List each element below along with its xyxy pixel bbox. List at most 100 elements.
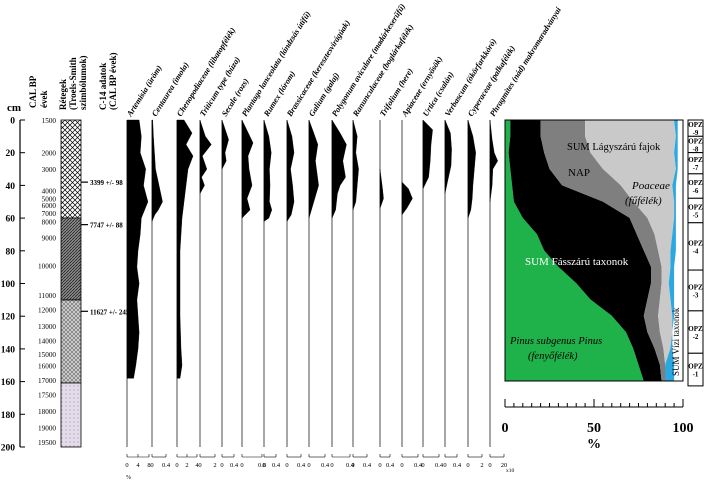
taxon-scale-label: 0 — [198, 462, 201, 469]
age-tick-label: 11000 — [38, 292, 56, 300]
zone-label: OPZ — [688, 179, 703, 187]
taxon-scale-note: x10 — [506, 468, 515, 474]
taxon-curve — [489, 119, 498, 202]
depth-tick-label: 80 — [6, 247, 16, 257]
zone-box: OPZ-6 — [687, 173, 704, 199]
taxon-scale-label: 0 — [240, 462, 243, 469]
taxon-scale-label: 0.4 — [414, 462, 423, 469]
taxon-column: Ranunculaceae (boglárkafélék)0 0.4 — [351, 23, 416, 469]
age-tick-label: 7000 — [42, 210, 57, 218]
taxon-curve — [286, 119, 295, 223]
label-nap: NAP — [568, 167, 590, 179]
taxon-scale-label: 0.4 — [272, 462, 281, 469]
age-tick-label: 15000 — [38, 351, 56, 359]
taxon-scale-label: 0.8 — [258, 462, 266, 469]
taxon-curve — [467, 119, 476, 219]
taxon-column: Triticum type (búza)0 2 — [198, 55, 242, 469]
summary-diagram: SUM Lágyszárú fajok NAP Poaceae (fűfélék… — [502, 119, 694, 452]
taxon-column: Chenopodiaceae (libatopfélék)0 2 4 — [175, 26, 237, 469]
age-tick-label: 16000 — [38, 362, 56, 370]
zone-number: -6 — [693, 187, 699, 195]
lithology-title-2: (Troels-Smith — [68, 57, 78, 110]
column-headers: cm CAL BP évek Rétegek (Troels-Smith szi… — [7, 52, 118, 114]
age-tick-label: 18000 — [38, 408, 56, 416]
taxon-scale-label: 0.4 — [321, 462, 330, 469]
summary-tick-100: 100 — [673, 421, 694, 436]
taxon-scale-label: 0.4 — [346, 462, 355, 469]
taxon-scale-label: 0 — [220, 462, 223, 469]
label-vizi: SUM Vízi taxonok — [671, 307, 681, 376]
zone-number: -5 — [693, 212, 699, 220]
taxon-curve — [379, 169, 384, 209]
zone-label: OPZ — [688, 137, 703, 145]
taxon-scale-label: 0 — [488, 462, 491, 469]
zone-box: OPZ-4 — [687, 222, 704, 271]
cal-title-2: évek — [39, 91, 49, 109]
taxon-scale-label: 0 — [285, 462, 288, 469]
depth-tick-label: 180 — [1, 411, 16, 421]
zone-number: -2 — [693, 333, 699, 341]
depth-tick-label: 100 — [1, 280, 16, 290]
label-poaceae-2: (fűfélék) — [625, 195, 662, 207]
taxon-scale-label: 0.4 — [386, 462, 395, 469]
summary-tick-50: 50 — [587, 421, 601, 436]
age-tick-label: 12000 — [38, 307, 56, 315]
zone-label: OPZ — [688, 156, 703, 164]
age-tick-label: 5000 — [42, 195, 57, 203]
taxon-curve — [422, 119, 433, 189]
lithology-unit-4 — [60, 382, 82, 448]
zone-box: OPZ-2 — [687, 310, 704, 354]
taxon-curve — [176, 119, 194, 379]
c14-dates: 3399 +/- 98 7747 +/- 88 11627 +/- 245 — [81, 179, 130, 316]
taxon-column: Urtica (csalán)0 0.4 — [421, 70, 456, 469]
zone-number: -7 — [693, 164, 699, 172]
zone-box: OPZ-5 — [687, 197, 704, 224]
zone-label: OPZ — [688, 283, 703, 291]
taxon-scale-label: 20 — [501, 462, 508, 469]
poaceae-area — [585, 120, 676, 381]
taxon-column: Plantago lanceolata (lándzsás útifű)0 0.8 — [240, 9, 313, 469]
taxon-scale-label: 4 — [136, 462, 140, 469]
lithology-unit-1 — [60, 119, 82, 219]
age-tick-label: 10000 — [38, 263, 56, 271]
depth-tick-label: 40 — [6, 182, 16, 192]
zone-label: OPZ — [688, 239, 703, 247]
age-tick-label: 19500 — [38, 439, 56, 447]
zone-box: OPZ-8 — [687, 135, 704, 153]
zone-number: -3 — [693, 291, 699, 299]
taxon-column: Apiaceae (ernyősök)0 0.4 — [400, 55, 445, 469]
taxon-curve — [331, 119, 347, 219]
taxon-column: Rumex (lórom)0 0.4 — [262, 69, 298, 469]
label-pinus-1: Pinus subgenus Pinus — [509, 336, 602, 347]
aquatic-area — [665, 120, 678, 381]
lithology-unit-3 — [60, 299, 82, 384]
zone-label: OPZ — [688, 363, 703, 371]
taxon-curve — [352, 119, 359, 210]
taxon-scale-label: 0 — [378, 462, 381, 469]
depth-title: cm — [7, 102, 21, 114]
zone-number: -9 — [693, 129, 699, 137]
age-tick-label: 19000 — [38, 424, 56, 432]
lithology-title-3: szimbólumok) — [78, 55, 88, 110]
label-fasszaru: SUM Fásszárú taxonok — [525, 256, 629, 268]
depth-tick-label: 140 — [1, 345, 16, 355]
taxon-scale-label: 0 — [421, 462, 424, 469]
label-poaceae-1: Poaceae — [631, 180, 670, 192]
nap-area — [540, 120, 667, 381]
depth-tick-label: 20 — [6, 149, 16, 159]
zone-box: OPZ-3 — [687, 269, 704, 312]
summary-frame — [504, 119, 684, 382]
taxon-scale-label: 4 — [195, 462, 199, 469]
taxon-scale-label: 2 — [185, 462, 188, 469]
depth-tick-label: 60 — [6, 215, 16, 225]
zone-box: OPZ-1 — [687, 352, 704, 387]
c14-date-label: 11627 +/- 245 — [90, 308, 130, 316]
c14-date-label: 7747 +/- 88 — [90, 222, 123, 230]
zone-number: -8 — [693, 145, 699, 153]
taxon-curve — [401, 181, 413, 216]
taxon-scale-label: 0 — [175, 462, 178, 469]
taxon-scale-label: 0 — [307, 462, 310, 469]
taxon-curve — [308, 119, 319, 219]
